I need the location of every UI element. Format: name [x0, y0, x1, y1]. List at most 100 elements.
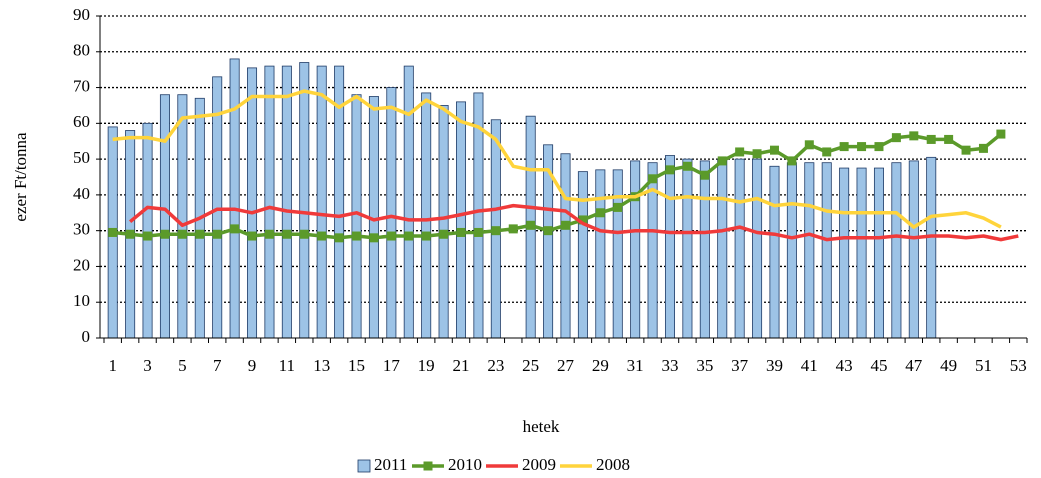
x-tick-label: 45 — [870, 356, 887, 375]
bar — [821, 162, 832, 339]
legend-label: 2008 — [596, 455, 630, 474]
x-tick-label: 47 — [905, 356, 923, 375]
y-tick-label: 50 — [73, 148, 90, 167]
y-tick-label: 80 — [73, 41, 90, 60]
line-marker — [160, 229, 170, 239]
x-tick-label: 19 — [418, 356, 435, 375]
bar — [595, 169, 606, 339]
bar — [281, 65, 292, 339]
bar — [630, 160, 641, 339]
y-tick-label: 70 — [73, 76, 90, 95]
x-tick-label: 1 — [108, 356, 117, 375]
y-tick-label: 60 — [73, 112, 90, 131]
bar — [577, 171, 588, 339]
line-marker — [891, 133, 901, 143]
y-axis-label: ezer Ft/tonna — [11, 132, 30, 222]
line-marker — [700, 170, 710, 180]
bar — [804, 162, 815, 339]
bar — [438, 105, 449, 339]
line-marker — [996, 129, 1006, 139]
x-tick-label: 49 — [940, 356, 957, 375]
legend-label: 2009 — [522, 455, 556, 474]
x-tick-label: 25 — [522, 356, 539, 375]
x-tick-label: 7 — [213, 356, 222, 375]
series-line — [128, 203, 1019, 242]
line-marker — [421, 231, 431, 241]
x-tick-label: 21 — [453, 356, 470, 375]
line-marker — [473, 227, 483, 237]
legend-marker — [423, 461, 433, 471]
x-tick-label: 33 — [661, 356, 678, 375]
line-marker — [195, 229, 205, 239]
line-marker — [125, 229, 135, 239]
line-marker — [613, 202, 623, 212]
bar — [247, 67, 258, 339]
bar — [856, 167, 867, 339]
x-tick-label: 17 — [383, 356, 401, 375]
x-axis-label: hetek — [523, 417, 560, 436]
line-marker — [648, 174, 658, 184]
bar — [873, 167, 884, 339]
x-tick-label: 11 — [279, 356, 295, 375]
line-marker — [334, 233, 344, 243]
x-tick-label: 35 — [696, 356, 713, 375]
bar — [926, 156, 937, 339]
bar — [664, 155, 675, 339]
bar — [682, 158, 693, 339]
x-tick-label: 5 — [178, 356, 187, 375]
x-tick-label: 9 — [248, 356, 257, 375]
line-marker — [108, 227, 118, 237]
line-marker — [944, 134, 954, 144]
bar — [403, 65, 414, 339]
legend-label: 2011 — [374, 455, 407, 474]
x-tick-label: 3 — [143, 356, 152, 375]
bar — [891, 162, 902, 339]
bar — [717, 158, 728, 339]
line-marker — [787, 156, 797, 166]
series-line — [112, 89, 1002, 229]
bar — [229, 58, 240, 339]
line-marker — [978, 143, 988, 153]
bar — [264, 65, 275, 339]
line-marker — [369, 233, 379, 243]
line-marker — [317, 231, 327, 241]
line-marker — [909, 131, 919, 141]
line-marker — [926, 134, 936, 144]
line-marker — [508, 224, 518, 234]
y-tick-label: 40 — [73, 184, 90, 203]
y-tick-label: 30 — [73, 220, 90, 239]
x-tick-label: 51 — [975, 356, 992, 375]
y-tick-label: 10 — [73, 291, 90, 310]
bar — [908, 160, 919, 339]
line-marker — [595, 208, 605, 218]
line-marker — [456, 227, 466, 237]
bar — [560, 153, 571, 339]
bar — [351, 94, 362, 339]
line-marker — [526, 220, 536, 230]
bar — [386, 87, 397, 339]
x-tick-label: 41 — [801, 356, 818, 375]
line-marker — [961, 145, 971, 155]
bar — [299, 62, 310, 339]
line-marker — [804, 140, 814, 150]
legend-label: 2010 — [448, 455, 482, 474]
bar — [177, 94, 188, 339]
x-tick-label: 15 — [348, 356, 365, 375]
bar — [769, 165, 780, 339]
y-tick-label: 0 — [82, 327, 91, 346]
line-marker — [404, 231, 414, 241]
x-tick-label: 29 — [592, 356, 609, 375]
bar — [316, 65, 327, 339]
line-marker — [177, 229, 187, 239]
line-marker — [717, 156, 727, 166]
line-marker — [212, 229, 222, 239]
line-marker — [439, 229, 449, 239]
line-marker — [578, 215, 588, 225]
line-marker — [682, 161, 692, 171]
x-tick-label: 43 — [836, 356, 853, 375]
bar — [786, 162, 797, 339]
line-marker — [264, 229, 274, 239]
line-marker — [839, 142, 849, 152]
bar — [421, 92, 432, 339]
